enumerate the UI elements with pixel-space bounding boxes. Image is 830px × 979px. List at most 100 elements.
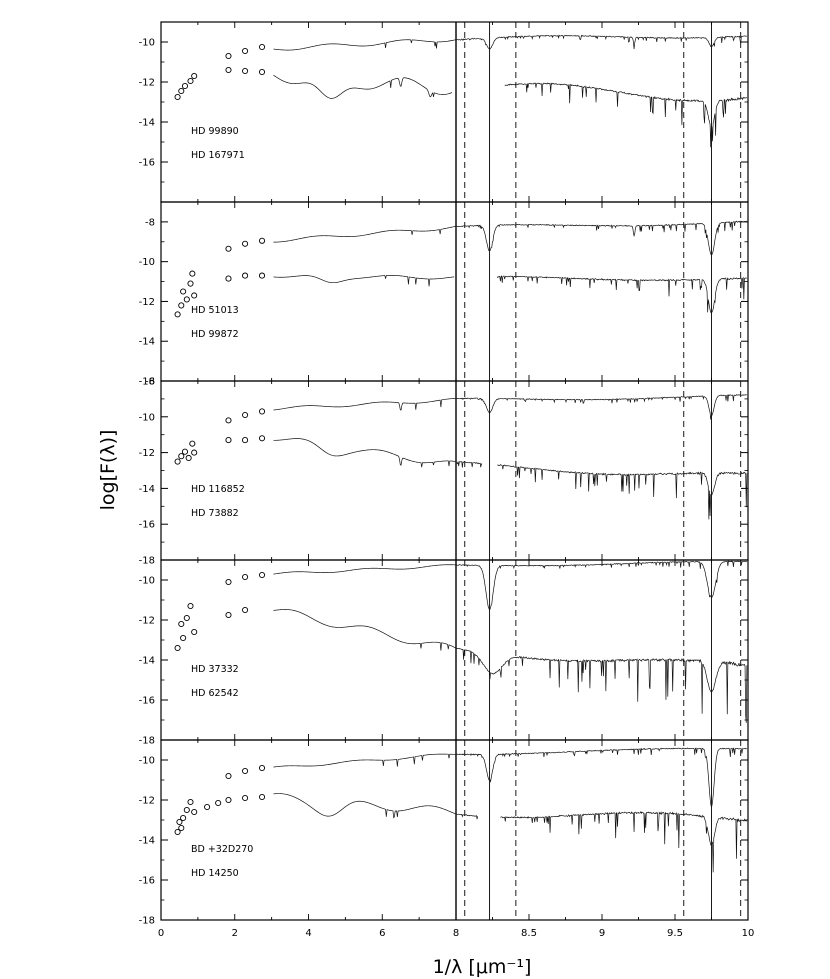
photometry-point-upper: [242, 767, 249, 775]
photometry-point-lower: [242, 606, 249, 614]
y-tick-label: -16: [139, 377, 155, 388]
panel-2: -16 -14 -12 -10 -8 HD 51013 HD 99872: [139, 201, 749, 388]
photometry-point-upper: [258, 237, 266, 244]
photometry-point-lower: [176, 818, 183, 826]
photometry-point-lower: [258, 68, 266, 76]
spectrum-upper: [273, 220, 748, 256]
y-tick-label: -10: [139, 38, 155, 49]
y-tick-label: -18: [139, 736, 155, 747]
photometry-point-lower: [183, 296, 190, 303]
y-tick-label: -10: [139, 756, 155, 767]
x-tick-label: 2: [232, 928, 238, 939]
photometry-point-lower: [181, 448, 189, 455]
photometry-point-lower: [174, 311, 181, 318]
photometry-point-lower: [183, 806, 190, 814]
photometry-point-lower: [242, 437, 249, 444]
y-tick-label: -12: [139, 616, 155, 627]
photometry-point-lower: [174, 458, 181, 465]
photometry-point-lower: [185, 454, 192, 462]
photometry-point-lower: [174, 828, 181, 836]
star-label: BD +32D270: [191, 844, 253, 855]
y-tick-label: -10: [139, 412, 155, 423]
photometry-point-lower: [181, 82, 189, 90]
star-label: HD 167971: [191, 150, 245, 161]
photometry-point-lower: [178, 453, 185, 460]
spectrum-upper: [273, 747, 748, 808]
spectrum-upper: [273, 34, 747, 51]
x-tick-label: 6: [379, 928, 385, 939]
photometry-point-lower: [191, 628, 198, 636]
panel-5: -18 -16 -14 -12 -10 BD +32D270 HD 14250: [139, 739, 749, 927]
x-tick-label: 10: [742, 928, 755, 939]
photometry-point-lower: [191, 808, 198, 816]
star-label: HD 99872: [191, 329, 239, 340]
y-tick-label: -8: [145, 377, 155, 388]
panel-1: -16 -14 -12 -10 HD 99890 HD 167971: [139, 21, 749, 203]
star-label: HD 37332: [191, 664, 239, 675]
spectrum-lower: [273, 609, 748, 723]
photometry-point-lower: [242, 272, 249, 279]
photometry-point-upper: [225, 52, 232, 60]
star-label: HD 14250: [191, 868, 239, 879]
spectrum-lower: [273, 74, 747, 148]
photometry-point-lower: [191, 449, 198, 456]
photometry-point-upper: [225, 772, 232, 780]
y-axis-title: log[F(λ)]: [97, 430, 119, 511]
x-tick-label: 9.5: [667, 928, 683, 939]
photometry-point-upper: [225, 578, 232, 586]
y-tick-label: -14: [139, 337, 155, 348]
photometry-point-upper: [258, 764, 266, 772]
panel-frame: [160, 380, 749, 561]
spectrum-lower: [273, 438, 748, 520]
x-tick-label: 4: [305, 928, 311, 939]
y-tick-label: -8: [145, 217, 155, 228]
photometry-point-lower: [183, 614, 190, 622]
photometry-point-upper: [258, 571, 266, 579]
photometry-point-lower: [187, 77, 194, 85]
panel-frame: [160, 739, 749, 921]
star-label: HD 51013: [191, 305, 239, 316]
y-tick-label: -18: [139, 916, 155, 927]
y-tick-label: -16: [139, 696, 155, 707]
photometry-point-lower: [225, 66, 232, 74]
photometry-point-lower: [225, 611, 232, 619]
y-tick-label: -14: [139, 836, 155, 847]
photometry-point-lower: [174, 93, 181, 101]
spectrum-upper: [273, 394, 747, 420]
x-tick-label: 0: [158, 928, 164, 939]
y-tick-label: -16: [139, 158, 155, 169]
photometry-point-upper: [242, 573, 249, 581]
photometry-point-lower: [242, 794, 249, 802]
photometry-point-lower: [258, 793, 266, 801]
y-tick-label: -12: [139, 78, 155, 89]
photometry-point-lower: [204, 803, 211, 811]
star-label: HD 116852: [191, 484, 245, 495]
photometry-point-lower: [178, 302, 185, 309]
photometry-point-lower: [187, 798, 194, 806]
x-axis-title: 1/λ [μm⁻¹]: [433, 956, 532, 978]
photometry-point-upper: [225, 417, 232, 424]
photometry-point-lower: [178, 824, 185, 832]
photometry-point-lower: [191, 72, 198, 80]
star-label: HD 99890: [191, 126, 239, 137]
photometry-point-upper: [242, 47, 249, 55]
x-tick-label: 8: [453, 928, 459, 939]
panel-4: -18 -16 -14 -12 -10 HD 37332 HD 62542: [139, 559, 749, 747]
photometry-point-lower: [191, 292, 198, 299]
y-tick-label: -14: [139, 118, 155, 129]
y-tick-label: -18: [139, 556, 155, 567]
y-tick-label: -10: [139, 576, 155, 587]
photometry-point-lower: [174, 644, 181, 652]
photometry-point-lower: [225, 437, 232, 444]
y-tick-label: -10: [139, 257, 155, 268]
y-tick-label: -16: [139, 876, 155, 887]
photometry-point-lower: [180, 288, 187, 295]
spectrum-upper: [273, 560, 748, 611]
panel-3: -18 -16 -14 -12 -10 -8 HD 116852 HD 73882: [139, 377, 749, 567]
photometry-point-lower: [180, 814, 187, 822]
photometry-point-upper: [242, 411, 249, 419]
star-label: HD 73882: [191, 508, 239, 519]
photometry-point-lower: [180, 634, 187, 642]
